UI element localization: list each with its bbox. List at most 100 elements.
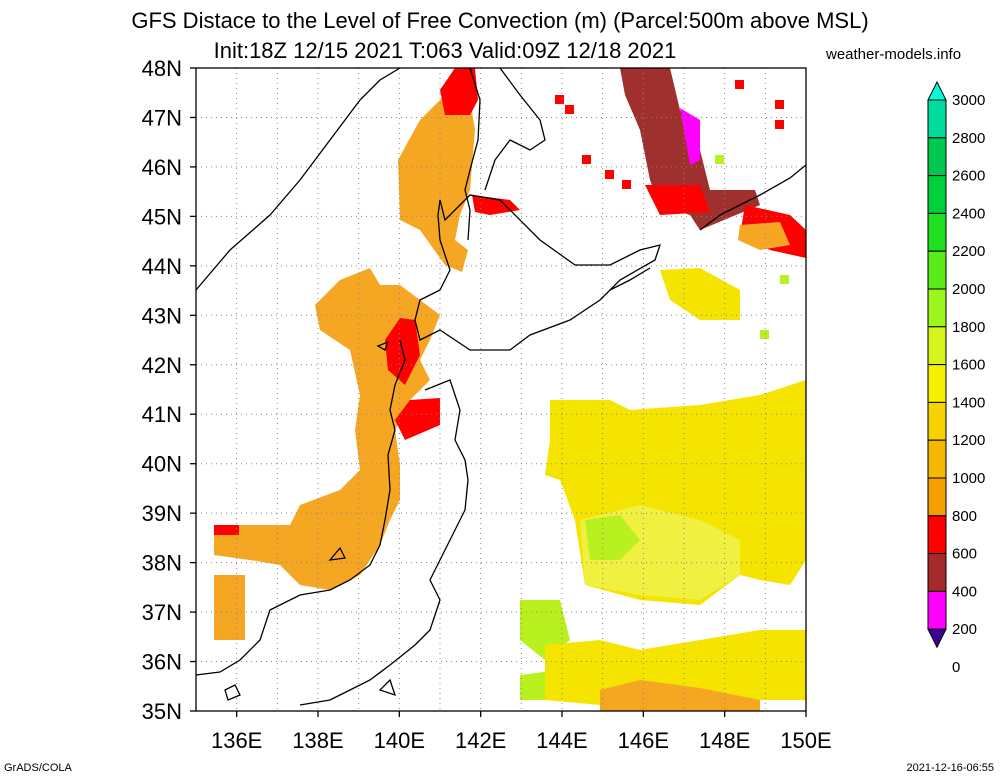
- field-cell-3: [622, 180, 631, 189]
- coastline-segment-8: [328, 546, 346, 561]
- colorbar-label-600: 600: [952, 546, 977, 563]
- lat-label-43N: 43N: [142, 303, 182, 328]
- colorbar-swatch-12: [927, 515, 947, 555]
- colorbar-swatch-14: [927, 590, 947, 630]
- field-orange-south: [600, 680, 760, 711]
- lat-label-48N: 48N: [142, 56, 182, 81]
- colorbar-label-1200: 1200: [952, 432, 985, 449]
- lat-label-41N: 41N: [142, 402, 182, 427]
- colorbar-label-1800: 1800: [952, 319, 985, 336]
- longitude-labels: 136E 138E 140E 142E 144E 146E 148E 150E: [211, 711, 832, 753]
- colorbar-label-2400: 2400: [952, 205, 985, 222]
- coastline-segment-10: [224, 684, 241, 701]
- coastline-segment-1: [464, 67, 481, 241]
- field-cell-8: [715, 155, 724, 164]
- field-yellow-kuril-south: [660, 268, 740, 320]
- colorbar-label-0: 0: [952, 659, 960, 676]
- field-yellow-south: [545, 630, 806, 705]
- lat-label-38N: 38N: [142, 551, 182, 576]
- lon-label-140E: 140E: [374, 728, 425, 753]
- field-red-lapérouse: [472, 195, 520, 215]
- field-cell-5: [735, 80, 744, 89]
- coastline-segment-3: [414, 194, 661, 351]
- lat-label-36N: 36N: [142, 650, 182, 675]
- colorbar-label-800: 800: [952, 508, 977, 525]
- colorbar-label-200: 200: [952, 621, 977, 638]
- coastline-segment-11: [378, 678, 397, 697]
- field-green-pacific-a: [585, 515, 640, 560]
- field-layer: [214, 68, 806, 711]
- colorbar-swatch-4: [927, 212, 947, 252]
- field-cell-7: [775, 120, 784, 129]
- lon-label-148E: 148E: [699, 728, 750, 753]
- field-cell-4: [582, 155, 591, 164]
- field-cell-9: [780, 275, 789, 284]
- footer-left-label: GrADS/COLA: [4, 762, 72, 774]
- lat-label-44N: 44N: [142, 254, 182, 279]
- colorbar-bottom-arrow: [927, 628, 947, 649]
- site-label: weather-models.info: [826, 46, 962, 63]
- field-cell-2: [605, 170, 614, 179]
- title-line-1: GFS Distace to the Level of Free Convect…: [131, 8, 869, 33]
- lat-label-42N: 42N: [142, 353, 182, 378]
- lon-label-142E: 142E: [455, 728, 506, 753]
- field-magenta-okhotsk: [680, 108, 700, 165]
- lon-label-144E: 144E: [536, 728, 587, 753]
- field-red-north: [440, 68, 478, 115]
- latitude-labels: 48N 47N 46N 45N 44N 43N 42N 41N 40N 39N 38N 37N 36N 3…: [142, 56, 196, 724]
- field-orange-hokkaido: [398, 85, 475, 272]
- lat-label-45N: 45N: [142, 204, 182, 229]
- colorbar-swatch-5: [927, 250, 947, 290]
- lat-label-47N: 47N: [142, 105, 182, 130]
- colorbar-label-1600: 1600: [952, 357, 985, 374]
- colorbar-top-arrow: [927, 80, 947, 101]
- colorbar-swatch-6: [927, 288, 947, 328]
- colorbar-swatch-13: [927, 553, 947, 592]
- grid-layer: [196, 68, 806, 711]
- field-red-west: [214, 525, 239, 535]
- field-cell-10: [760, 330, 769, 339]
- colorbar-swatch-10: [927, 439, 947, 479]
- lat-label-37N: 37N: [142, 600, 182, 625]
- colorbar-label-1000: 1000: [952, 470, 985, 487]
- coastline-segment-5: [299, 379, 469, 706]
- colorbar-swatch-9: [927, 401, 947, 441]
- coastline-layer: [195, 67, 807, 706]
- colorbar-label-2600: 2600: [952, 168, 985, 185]
- field-red-northern-honshu: [395, 398, 440, 440]
- title-line-2: Init:18Z 12/15 2021 T:063 Valid:09Z 12/1…: [213, 38, 677, 63]
- field-cell-6: [775, 100, 784, 109]
- lat-label-46N: 46N: [142, 155, 182, 180]
- coastline-segment-0: [195, 67, 401, 291]
- colorbar-swatch-2: [927, 137, 947, 177]
- lat-label-39N: 39N: [142, 501, 182, 526]
- colorbar-swatch-1: [927, 99, 947, 139]
- coastline-segment-7: [609, 267, 651, 291]
- coastline-segment-9: [376, 340, 390, 351]
- colorbar-label-1400: 1400: [952, 394, 985, 411]
- lat-label-35N: 35N: [142, 699, 182, 724]
- colorbar-label-2800: 2800: [952, 130, 985, 147]
- colorbar-swatch-11: [927, 477, 947, 517]
- field-red-kuril: [645, 185, 710, 215]
- colorbar-label-3000: 3000: [952, 92, 985, 109]
- footer-right-label: 2021-12-16-06:55: [906, 762, 994, 774]
- colorbar-label-2200: 2200: [952, 243, 985, 260]
- coastline-segment-6: [699, 164, 807, 231]
- coastline-segment-2: [484, 67, 546, 191]
- lon-label-150E: 150E: [780, 728, 831, 753]
- map-frame: [195, 67, 807, 712]
- field-orange-west-patch: [214, 575, 245, 640]
- field-orange-east: [738, 222, 790, 250]
- colorbar-label-400: 400: [952, 583, 977, 600]
- lon-label-136E: 136E: [211, 728, 262, 753]
- lon-label-146E: 146E: [618, 728, 669, 753]
- colorbar-swatch-3: [927, 175, 947, 214]
- colorbar-swatch-7: [927, 326, 947, 366]
- lat-label-40N: 40N: [142, 452, 182, 477]
- colorbar-label-2000: 2000: [952, 281, 985, 298]
- coastline-segment-4: [195, 339, 406, 676]
- colorbar-swatch-8: [927, 364, 947, 403]
